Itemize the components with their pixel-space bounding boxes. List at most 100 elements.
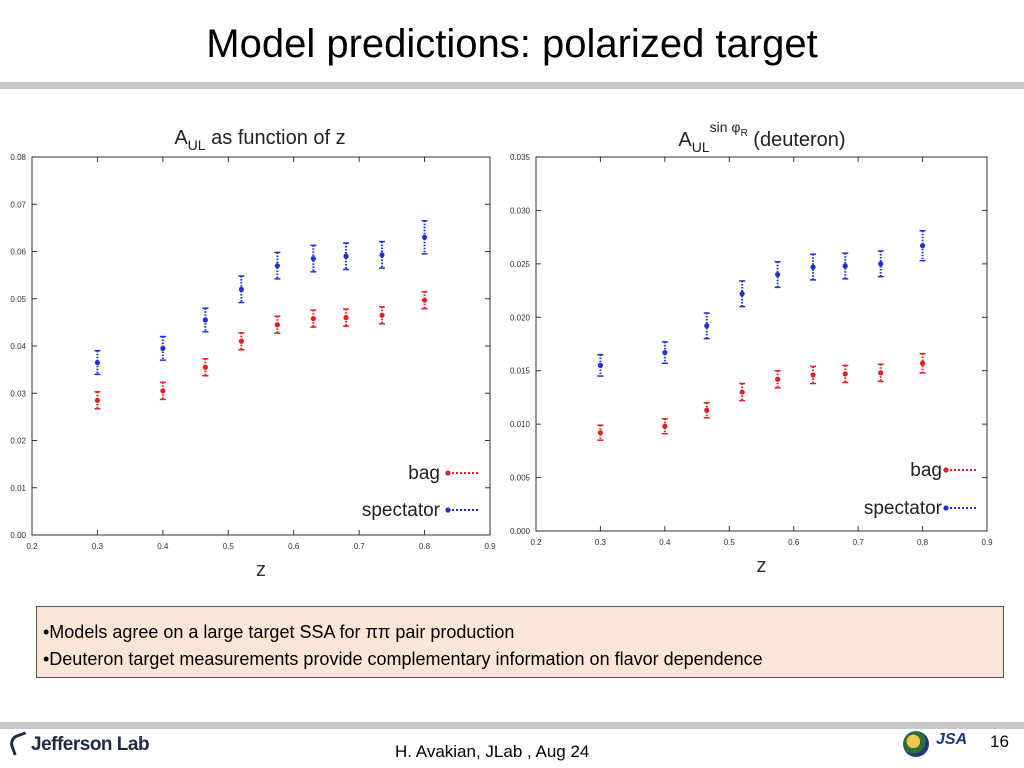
chart-title-main: A: [174, 127, 188, 149]
spectator-point: [274, 263, 280, 269]
x-axis-title: z: [256, 559, 266, 581]
y-tick-label: 0.08: [10, 153, 26, 162]
spectator-point: [878, 261, 884, 267]
legend-label-spectator: spectator: [362, 500, 441, 521]
x-tick-label: 0.5: [724, 538, 736, 547]
swoosh-icon: [7, 731, 32, 756]
slide-title: Model predictions: polarized target: [206, 22, 818, 66]
y-tick-label: 0.07: [10, 200, 26, 209]
jefferson-lab-logo: Jefferson Lab: [7, 731, 150, 756]
legend-marker-bag: [445, 470, 451, 476]
note-line-2: •Deuteron target measurements provide co…: [43, 649, 763, 669]
logo-text: Jefferson Lab: [31, 734, 150, 755]
spectator-point: [662, 349, 668, 356]
bag-point: [160, 388, 166, 394]
notes-box: •Models agree on a large target SSA for …: [36, 606, 1004, 678]
y-tick-label: 0.02: [10, 437, 26, 446]
x-tick-label: 0.3: [595, 538, 607, 547]
x-tick-label: 0.2: [26, 542, 38, 551]
chart-aul-vs-z: AUL as function of z 0.2 0.3 0.4 0.5 0.6 0.7 0.…: [10, 127, 496, 581]
bag-point: [919, 360, 926, 366]
bag-point: [878, 370, 884, 376]
y-tick-label: 0.035: [510, 153, 531, 162]
bag-point: [202, 364, 208, 370]
bag-point: [597, 430, 604, 436]
spectator-point: [202, 317, 208, 323]
note-line-1: •Models agree on a large target SSA for …: [43, 622, 515, 642]
bag-point: [704, 407, 710, 413]
x-tick-label: 0.7: [354, 542, 366, 551]
spectator-point: [238, 286, 244, 292]
y-tick-label: 0.000: [510, 527, 531, 536]
legend-marker-spectator: [445, 507, 451, 513]
chart-title-sup: sin φ: [710, 119, 741, 135]
y-tick-label: 0.01: [10, 484, 26, 493]
spectator-point: [379, 252, 385, 258]
chart-title-main: A: [678, 129, 692, 151]
y-tick-label: 0.015: [510, 367, 531, 376]
bag-point: [310, 315, 316, 322]
spectator-point: [810, 264, 816, 270]
x-tick-label: 0.8: [917, 538, 929, 547]
seal-icon: [903, 731, 929, 757]
legend-label-spectator: spectator: [864, 498, 943, 519]
y-tick-label: 0.03: [10, 389, 26, 398]
spectator-point: [160, 345, 166, 351]
legend-marker-spectator: [943, 505, 949, 511]
y-tick-label: 0.04: [10, 342, 26, 351]
spectator-point: [310, 255, 316, 262]
x-tick-label: 0.4: [157, 542, 169, 551]
bottom-divider: [0, 722, 1024, 729]
chart-title-sub: UL: [188, 137, 206, 153]
spectator-point: [919, 243, 926, 249]
top-divider: [0, 82, 1024, 89]
spectator-point: [704, 323, 710, 329]
spectator-point: [421, 234, 428, 240]
x-tick-label: 0.9: [981, 538, 993, 547]
y-tick-label: 0.00: [10, 531, 26, 540]
bag-point: [739, 389, 745, 395]
bag-point: [810, 372, 816, 378]
y-tick-label: 0.020: [510, 313, 531, 322]
bag-point: [379, 312, 385, 318]
chart-aul-deuteron: AULsin φR (deuteron) 0.2 0.3 0.4 0.5 0.6 0.7 0.…: [510, 119, 993, 577]
x-tick-label: 0.4: [659, 538, 671, 547]
page-number: 16: [990, 732, 1009, 751]
y-tick-label: 0.005: [510, 474, 531, 483]
chart-title: AUL as function of z: [174, 127, 345, 153]
x-tick-label: 0.9: [484, 542, 496, 551]
x-tick-label: 0.2: [530, 538, 542, 547]
spectator-point: [94, 359, 101, 366]
bag-point: [421, 297, 428, 303]
legend-marker-bag: [943, 467, 949, 473]
spectator-point: [842, 263, 848, 269]
x-axis-title: z: [757, 555, 767, 577]
bag-point: [274, 322, 280, 328]
footer-text: H. Avakian, JLab , Aug 24: [395, 742, 590, 761]
chart-title: AULsin φR (deuteron): [678, 119, 845, 155]
bag-point: [842, 371, 848, 377]
chart-title-sub: UL: [692, 139, 710, 155]
y-tick-label: 0.05: [10, 295, 26, 304]
y-tick-label: 0.010: [510, 420, 531, 429]
legend-label-bag: bag: [408, 463, 440, 484]
bag-point: [343, 315, 349, 321]
spectator-point: [597, 362, 604, 368]
bag-point: [94, 397, 101, 403]
plot-frame: [535, 156, 988, 532]
x-tick-label: 0.7: [853, 538, 865, 547]
legend-label-bag: bag: [910, 460, 942, 481]
x-tick-label: 0.6: [288, 542, 300, 551]
x-tick-label: 0.6: [788, 538, 800, 547]
chart-title-rest: (deuteron): [748, 129, 846, 151]
spectator-point: [343, 253, 349, 259]
y-tick-label: 0.06: [10, 248, 26, 257]
y-tick-label: 0.030: [510, 206, 531, 215]
bag-point: [775, 376, 781, 382]
bag-point: [662, 423, 668, 429]
spectator-point: [775, 271, 781, 278]
bag-point: [238, 338, 244, 344]
chart-title-rest: as function of z: [206, 127, 346, 149]
x-tick-label: 0.5: [223, 542, 235, 551]
chart-title-sup-sub: R: [741, 128, 748, 139]
